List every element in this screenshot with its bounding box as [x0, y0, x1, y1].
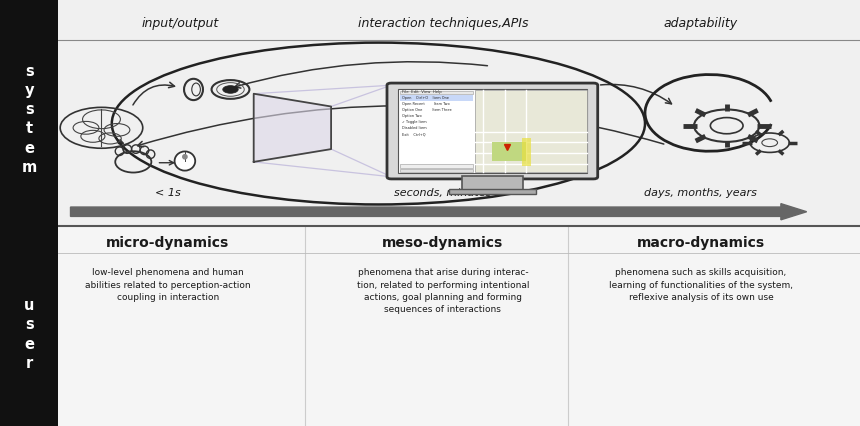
Text: phenomena that arise during interac-
tion, related to performing intentional
act: phenomena that arise during interac- tio… — [357, 268, 529, 314]
Text: input/output: input/output — [142, 17, 219, 30]
FancyBboxPatch shape — [492, 142, 526, 161]
Text: micro-dynamics: micro-dynamics — [106, 236, 230, 250]
FancyBboxPatch shape — [0, 0, 58, 226]
FancyBboxPatch shape — [522, 138, 531, 166]
FancyBboxPatch shape — [58, 226, 860, 426]
FancyBboxPatch shape — [58, 0, 860, 226]
Text: meso-dynamics: meso-dynamics — [383, 236, 503, 250]
Text: File  Edit  View  Help: File Edit View Help — [402, 90, 441, 94]
FancyBboxPatch shape — [398, 89, 587, 173]
Text: Disabled Item: Disabled Item — [402, 126, 427, 130]
FancyBboxPatch shape — [400, 164, 473, 168]
Text: macro-dynamics: macro-dynamics — [637, 236, 765, 250]
FancyBboxPatch shape — [462, 176, 523, 192]
Text: phenomena such as skills acquisition,
learning of functionalities of the system,: phenomena such as skills acquisition, le… — [609, 268, 793, 302]
Text: ✓ Toggle Item: ✓ Toggle Item — [402, 120, 427, 124]
Ellipse shape — [175, 151, 195, 171]
FancyBboxPatch shape — [475, 90, 587, 172]
Text: Open    Ctrl+O    Item One: Open Ctrl+O Item One — [402, 96, 449, 101]
FancyBboxPatch shape — [400, 91, 473, 94]
Polygon shape — [254, 94, 331, 162]
Text: Open Recent        Item Two: Open Recent Item Two — [402, 102, 450, 106]
Ellipse shape — [182, 155, 187, 159]
FancyBboxPatch shape — [387, 83, 598, 179]
Text: low-level phenomena and human
abilities related to perception-action
coupling in: low-level phenomena and human abilities … — [85, 268, 250, 302]
FancyBboxPatch shape — [400, 95, 473, 101]
Circle shape — [223, 86, 238, 93]
Text: u
s
e
r: u s e r — [24, 298, 34, 371]
Text: < 1s: < 1s — [155, 188, 181, 198]
Text: Option Two: Option Two — [402, 114, 421, 118]
Text: s
y
s
t
e
m: s y s t e m — [22, 64, 37, 175]
Text: adaptability: adaptability — [664, 17, 738, 30]
FancyBboxPatch shape — [0, 226, 58, 426]
Text: Option One         Item Three: Option One Item Three — [402, 108, 452, 112]
Text: days, months, years: days, months, years — [644, 188, 758, 198]
FancyBboxPatch shape — [449, 189, 536, 194]
FancyBboxPatch shape — [400, 169, 473, 172]
Text: Exit    Ctrl+Q: Exit Ctrl+Q — [402, 132, 425, 136]
Text: interaction techniques,​APIs: interaction techniques,​APIs — [358, 17, 528, 30]
Text: seconds, minutes: seconds, minutes — [394, 188, 492, 198]
FancyArrow shape — [71, 204, 807, 220]
